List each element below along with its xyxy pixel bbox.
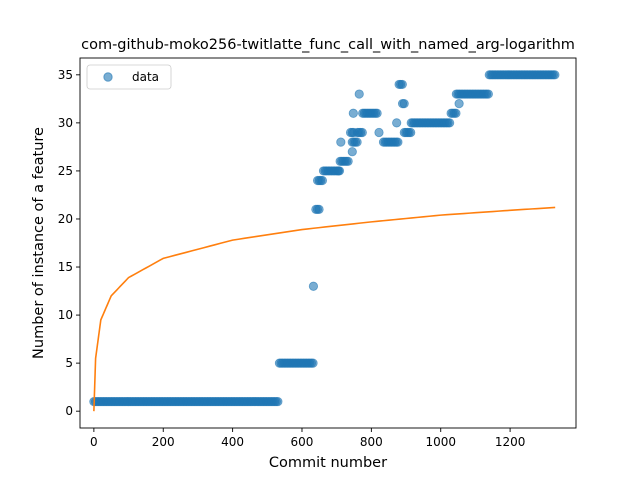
y-tick-label: 15 [58,260,73,274]
y-tick-label: 0 [65,404,73,418]
scatter-point [445,118,455,128]
scatter-point [308,281,319,291]
plot-area [79,57,577,429]
scatter-point-group [397,99,409,109]
legend-marker-data [103,72,113,82]
scatter-point-group [406,118,455,128]
scatter-point [550,70,560,80]
y-axis: 0 5 10 15 20 25 30 35 [58,68,80,418]
scatter-point [399,99,409,109]
scatter-point-group [311,204,324,214]
x-tick-label: 600 [291,435,314,449]
scatter-point-group [484,70,560,80]
series-layer [89,70,560,412]
scatter-point [333,166,344,176]
scatter-point [393,137,403,147]
legend-label-data: data [132,70,159,84]
y-tick-label: 10 [58,308,73,322]
scatter-point-group [394,79,407,90]
y-tick-label: 25 [58,164,73,178]
scatter-point-group [274,358,318,368]
fit-line [93,206,556,412]
scatter-point [352,137,362,147]
y-tick-label: 30 [58,116,73,130]
scatter-point [357,127,367,138]
scatter-point [397,79,407,90]
x-axis-label: Commit number [269,455,387,471]
scatter-point [374,127,384,138]
scatter-point-group [352,127,367,138]
x-tick-label: 1000 [425,435,456,449]
x-axis: 0 200 400 600 800 1000 1200 [90,428,525,449]
scatter-point [343,156,353,166]
x-tick-label: 400 [221,435,244,449]
scatter-point-group [312,175,327,186]
scatter-point-group [399,127,416,138]
scatter-point [451,108,461,118]
scatter-point-group [89,396,283,407]
scatter-point-group [446,108,461,118]
scatter-point-group [451,89,493,99]
y-tick-label: 5 [65,356,73,370]
x-tick-label: 200 [152,435,175,449]
scatter-point [308,358,318,368]
scatter-point [348,108,358,118]
chart-title: com-github-moko256-twitlatte_func_call_w… [81,37,575,53]
scatter-point-group [358,108,382,118]
x-tick-label: 0 [90,435,98,449]
plot-frame [79,57,577,429]
scatter-point-group [347,137,362,147]
scatter-point-group [378,137,403,147]
x-tick-label: 1200 [495,435,526,449]
scatter-point [336,137,346,147]
scatter-point [317,175,327,186]
scatter-point [406,127,416,138]
x-tick-label: 800 [360,435,383,449]
legend-box [86,64,172,90]
legend: data [86,64,172,90]
scatter-point [372,108,382,118]
scatter-point [273,396,283,407]
scatter-point [454,99,464,109]
scatter-point [347,147,357,157]
scatter-point [354,89,364,99]
y-axis-label: Number of instance of a feature [31,127,47,359]
scatter-point [314,204,324,214]
scatter-point [392,118,402,128]
scatter-point [483,89,493,99]
scatter-point-group [335,156,353,166]
y-tick-label: 20 [58,212,73,226]
y-tick-label: 35 [58,68,73,82]
